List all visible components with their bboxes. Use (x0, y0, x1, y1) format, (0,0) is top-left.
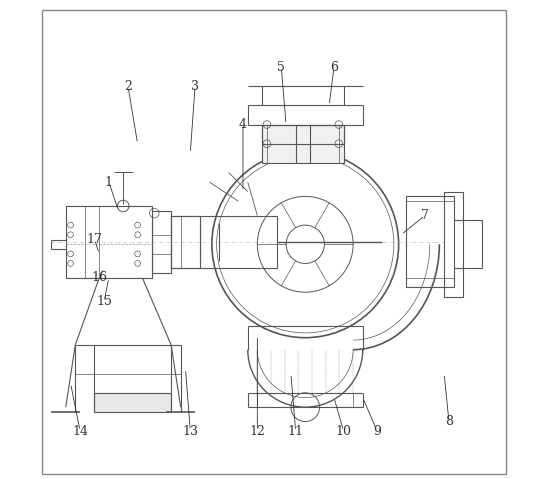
Bar (406, 196, 453, 287)
Text: 3: 3 (191, 80, 199, 93)
Bar (95, 393, 171, 412)
Text: 17: 17 (86, 233, 102, 246)
Text: 11: 11 (288, 424, 304, 438)
Text: 1: 1 (105, 175, 113, 189)
Bar (444, 192, 463, 297)
Text: 8: 8 (445, 415, 453, 428)
Text: 12: 12 (249, 424, 265, 438)
Bar (262, 125, 343, 144)
Text: 4: 4 (239, 118, 247, 131)
Bar (171, 216, 276, 268)
Text: 14: 14 (72, 424, 88, 438)
Text: 7: 7 (421, 209, 429, 222)
Text: 5: 5 (278, 60, 285, 74)
Text: 2: 2 (124, 80, 132, 93)
Bar (66, 206, 152, 278)
Text: 6: 6 (330, 60, 338, 74)
Text: 9: 9 (373, 424, 381, 438)
Text: 10: 10 (336, 424, 352, 438)
Bar (171, 216, 200, 268)
Text: 15: 15 (96, 295, 112, 308)
Text: 16: 16 (91, 271, 107, 285)
Bar (262, 125, 343, 163)
Text: 13: 13 (182, 424, 199, 438)
Bar (152, 211, 171, 273)
